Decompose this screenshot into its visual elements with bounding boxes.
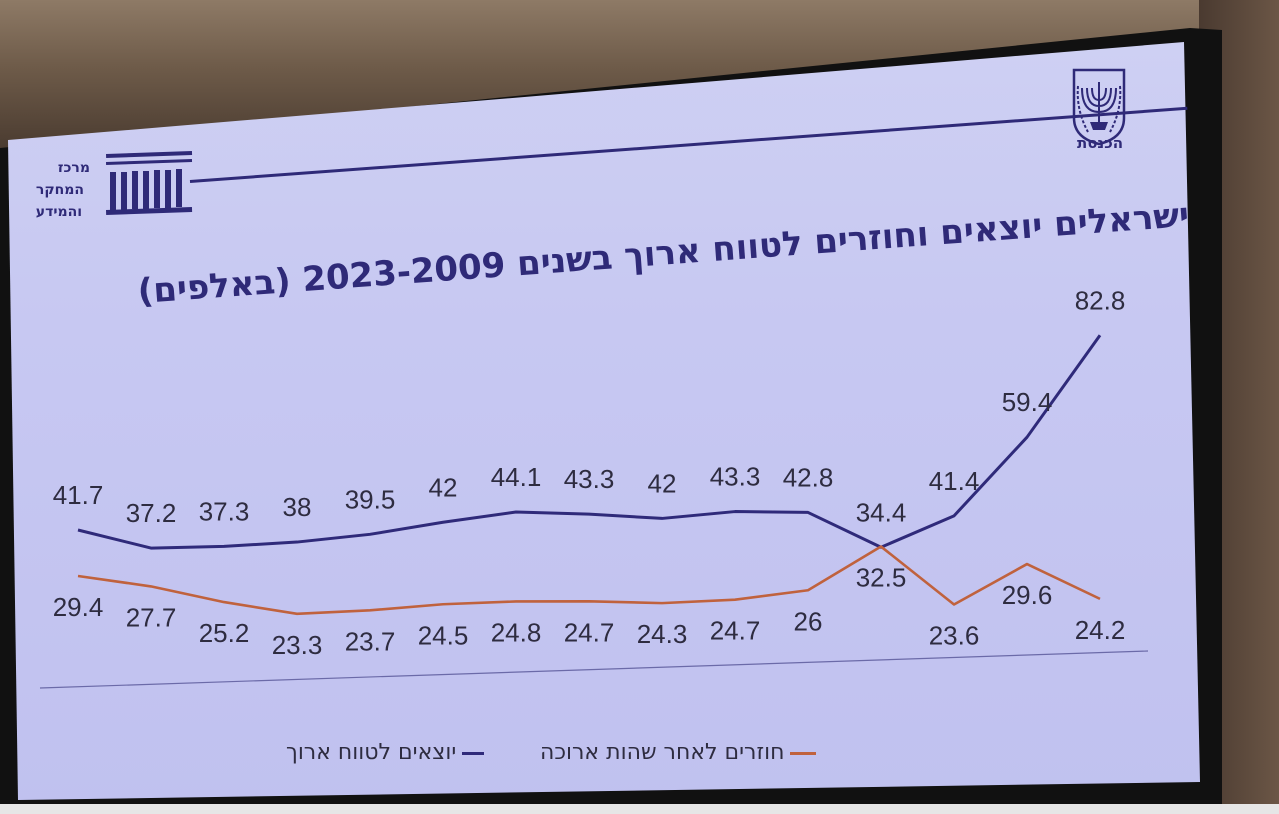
knesset-emblem-icon bbox=[1072, 68, 1126, 146]
legend-item-departing: יוצאים לטווח ארוך bbox=[286, 740, 485, 765]
data-label-departing-2019: 42.8 bbox=[783, 462, 834, 492]
research-center-line-1: מרכז bbox=[57, 160, 90, 176]
research-center-logo-icon bbox=[105, 150, 193, 215]
data-label-returning-2018: 24.7 bbox=[710, 616, 761, 646]
data-label-departing-2014: 42 bbox=[429, 472, 458, 502]
data-label-returning-2023: 24.2 bbox=[1075, 615, 1126, 645]
data-label-departing-2009: 41.7 bbox=[53, 480, 104, 510]
data-label-returning-2019: 26 bbox=[794, 606, 823, 636]
data-label-returning-2011: 25.2 bbox=[199, 618, 250, 648]
data-label-returning-2020: 32.5 bbox=[856, 563, 907, 593]
data-label-returning-2017: 24.3 bbox=[637, 619, 688, 649]
data-label-departing-2010: 37.2 bbox=[126, 498, 177, 528]
data-label-departing-2022: 59.4 bbox=[1002, 387, 1053, 417]
series-line-returning bbox=[77, 545, 1101, 616]
research-center-line-3: והמידע bbox=[35, 204, 82, 220]
research-center-line-2: המחקר bbox=[35, 182, 84, 198]
data-label-returning-2013: 23.7 bbox=[345, 626, 396, 656]
data-label-departing-2011: 37.3 bbox=[199, 496, 250, 526]
data-label-returning-2009: 29.4 bbox=[53, 592, 104, 622]
background-floor bbox=[0, 804, 1279, 814]
legend-label-departing: יוצאים לטווח ארוך bbox=[286, 740, 457, 765]
series-line-departing bbox=[77, 334, 1102, 550]
data-label-departing-2015: 44.1 bbox=[491, 462, 542, 492]
x-axis-line bbox=[39, 650, 1149, 689]
knesset-label: הכנסת bbox=[1076, 134, 1124, 152]
data-label-returning-2010: 27.7 bbox=[126, 602, 177, 632]
data-label-departing-2016: 43.3 bbox=[564, 464, 615, 494]
data-label-departing-2017: 42 bbox=[648, 468, 677, 498]
legend-swatch-returning bbox=[790, 751, 817, 755]
data-label-departing-2013: 39.5 bbox=[345, 484, 396, 514]
data-label-returning-2021: 23.6 bbox=[929, 620, 980, 650]
legend-item-returning: חוזרים לאחר שהות ארוכה bbox=[540, 740, 817, 765]
data-label-departing-2012: 38 bbox=[283, 492, 312, 522]
data-label-returning-2022: 29.6 bbox=[1002, 580, 1053, 610]
data-label-departing-2020: 34.4 bbox=[856, 497, 907, 527]
data-label-returning-2016: 24.7 bbox=[564, 617, 615, 647]
legend-swatch-departing bbox=[462, 751, 485, 755]
data-label-returning-2014: 24.5 bbox=[418, 620, 469, 650]
data-label-returning-2015: 24.8 bbox=[491, 617, 542, 647]
data-label-departing-2023: 82.8 bbox=[1075, 285, 1126, 315]
data-label-departing-2018: 43.3 bbox=[710, 462, 761, 492]
data-label-returning-2012: 23.3 bbox=[272, 630, 323, 660]
legend-label-returning: חוזרים לאחר שהות ארוכה bbox=[540, 740, 785, 765]
data-label-departing-2021: 41.4 bbox=[929, 466, 980, 496]
